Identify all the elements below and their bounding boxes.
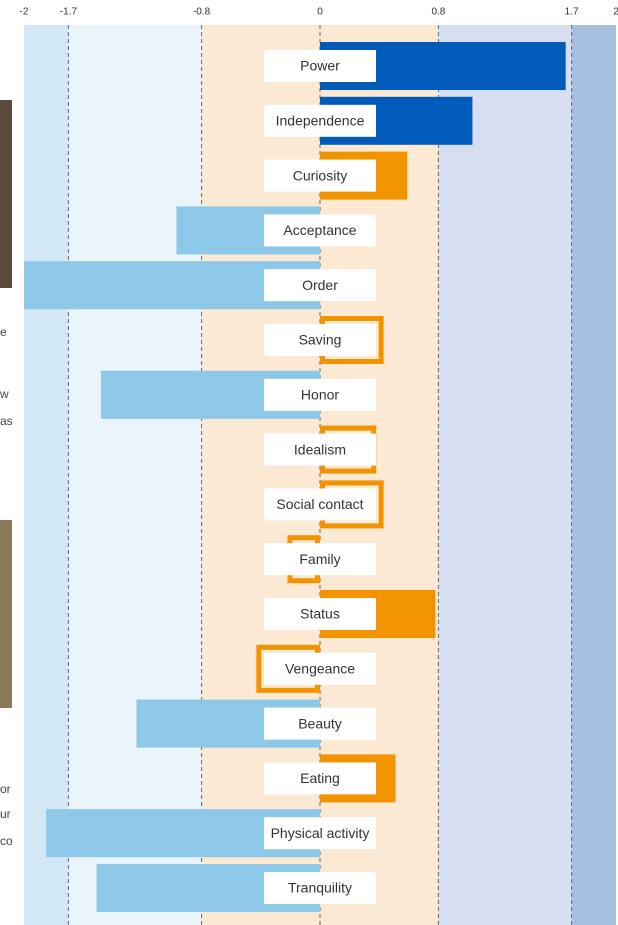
chart: -2 -1.7 -0.8 0 0.8 1.7 2 Power Independence Curio… <box>0 0 618 925</box>
x-tick-label: 1.7 <box>565 7 579 18</box>
category-label: Status <box>300 606 340 622</box>
category-label: Beauty <box>298 715 342 731</box>
band <box>68 25 201 925</box>
cropped-text: e <box>0 325 7 339</box>
x-tick-label: 0.8 <box>431 7 445 18</box>
x-tick-label: 2 <box>613 7 618 18</box>
band <box>24 25 68 925</box>
category-label: Independence <box>276 113 365 129</box>
page: {"chart_data": {"type": "bar", "orientat… <box>0 0 618 925</box>
category-label: Saving <box>299 332 342 348</box>
cropped-photo <box>0 520 12 708</box>
category-label: Curiosity <box>293 167 347 183</box>
category-label: Social contact <box>276 496 363 512</box>
cropped-text: or <box>0 782 11 796</box>
category-label: Acceptance <box>283 222 356 238</box>
cropped-photo <box>0 100 12 288</box>
band <box>572 25 616 925</box>
category-label: Power <box>300 58 340 74</box>
x-tick-label: 0 <box>317 7 323 18</box>
cropped-text: w <box>0 387 9 401</box>
cropped-text: as <box>0 414 13 428</box>
category-label: Honor <box>301 387 339 403</box>
category-label: Idealism <box>294 441 346 457</box>
cropped-text: co <box>0 834 13 848</box>
category-label: Tranquility <box>288 880 352 896</box>
x-tick-label: -1.7 <box>60 7 78 18</box>
category-label: Physical activity <box>271 825 370 841</box>
category-label: Eating <box>300 770 340 786</box>
category-label: Order <box>302 277 338 293</box>
category-label: Vengeance <box>285 661 355 677</box>
x-tick-label: -0.8 <box>193 7 211 18</box>
category-label: Family <box>299 551 340 567</box>
band <box>438 25 571 925</box>
cropped-text: ur <box>0 807 11 821</box>
x-tick-label: -2 <box>20 7 29 18</box>
